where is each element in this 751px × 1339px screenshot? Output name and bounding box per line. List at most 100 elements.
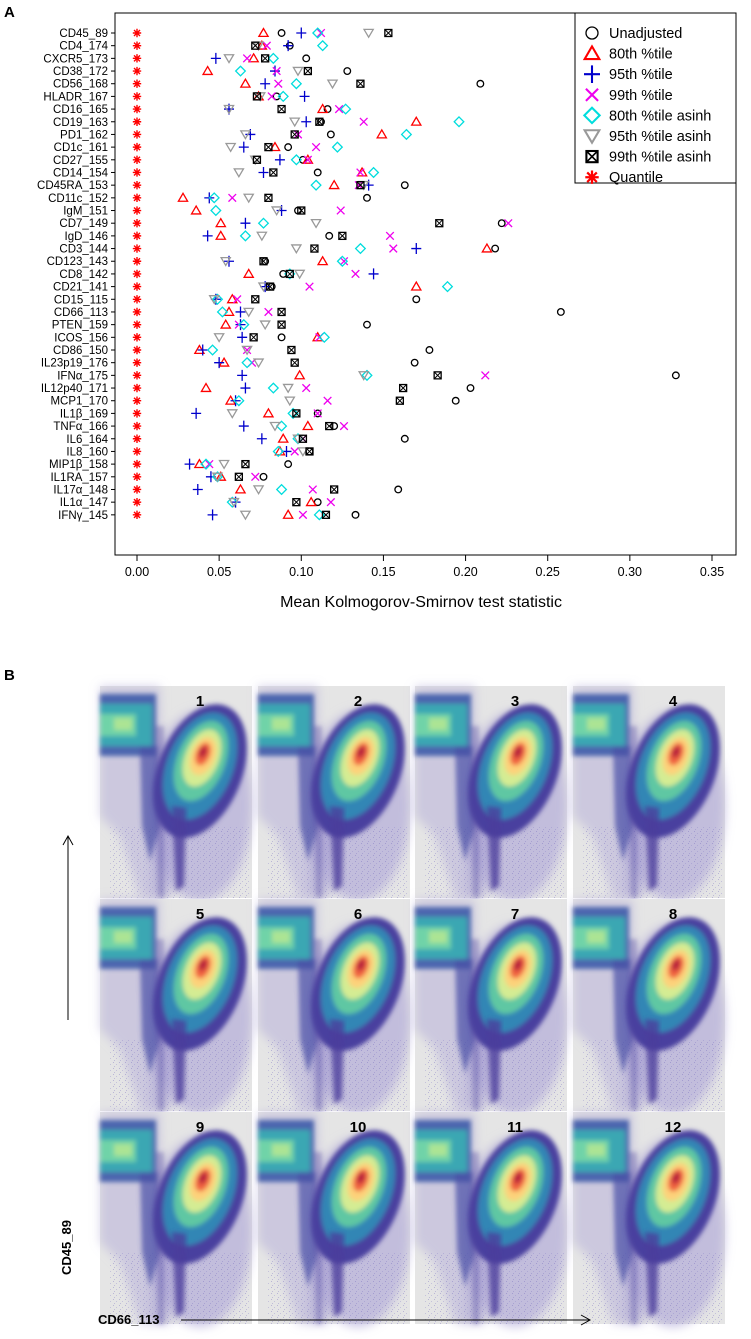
data-point bbox=[215, 217, 227, 228]
density-plot bbox=[258, 899, 423, 1114]
data-point bbox=[256, 231, 268, 242]
data-point bbox=[262, 41, 272, 50]
data-point bbox=[184, 458, 195, 470]
data-point bbox=[132, 269, 142, 279]
data-point bbox=[132, 231, 142, 241]
series-99th-tile bbox=[205, 28, 513, 520]
data-point bbox=[260, 54, 270, 63]
data-point bbox=[191, 407, 202, 419]
data-point bbox=[132, 244, 142, 253]
panel-number: 11 bbox=[507, 1119, 523, 1136]
panel-number: 10 bbox=[350, 1119, 367, 1136]
panel-number: 6 bbox=[354, 906, 362, 923]
data-point bbox=[285, 269, 294, 279]
data-point bbox=[267, 52, 280, 65]
data-point bbox=[132, 168, 142, 177]
data-point bbox=[433, 371, 442, 380]
data-point bbox=[367, 166, 380, 179]
data-point bbox=[239, 230, 252, 242]
legend-label: Quantile bbox=[609, 170, 663, 186]
data-point bbox=[316, 255, 329, 266]
data-point bbox=[234, 65, 247, 77]
y-tick-label: IL23p19_176 bbox=[41, 358, 108, 370]
density-panel: 11 bbox=[415, 1112, 580, 1327]
legend-label: 95th %tile bbox=[609, 67, 673, 83]
data-point bbox=[132, 497, 142, 507]
density-plot bbox=[415, 686, 580, 901]
data-point bbox=[251, 472, 260, 482]
y-tick-label: CD45_89 bbox=[59, 28, 108, 40]
density-panel: 2 bbox=[258, 686, 423, 901]
x-arrow-head bbox=[580, 1314, 592, 1326]
legend-marker bbox=[585, 87, 599, 102]
data-point bbox=[282, 383, 294, 394]
x-tick-label: 0.10 bbox=[289, 565, 313, 579]
data-point bbox=[238, 141, 249, 153]
data-point bbox=[277, 333, 286, 342]
y-tick-label: CD66_113 bbox=[54, 307, 108, 319]
data-point bbox=[339, 421, 349, 431]
data-point bbox=[240, 217, 251, 229]
data-point bbox=[277, 320, 286, 329]
data-point bbox=[257, 217, 270, 229]
data-point bbox=[213, 333, 225, 343]
data-point bbox=[410, 280, 423, 291]
legend-marker bbox=[584, 65, 601, 84]
data-point bbox=[132, 345, 142, 355]
data-point bbox=[132, 371, 142, 380]
plot-frame bbox=[114, 12, 737, 556]
data-point bbox=[269, 168, 278, 177]
data-point bbox=[303, 66, 313, 76]
data-point bbox=[274, 79, 283, 88]
data-point bbox=[132, 282, 142, 291]
panel-number: 8 bbox=[669, 906, 677, 923]
density-plot bbox=[573, 1112, 738, 1327]
data-point bbox=[316, 28, 326, 38]
density-panel: 9 bbox=[100, 1112, 265, 1327]
legend-label: 99th %tile asinh bbox=[609, 150, 711, 166]
data-point bbox=[398, 383, 408, 393]
data-point bbox=[132, 28, 142, 38]
data-point bbox=[132, 104, 142, 114]
legend bbox=[574, 12, 737, 184]
data-point bbox=[497, 219, 506, 228]
data-point bbox=[242, 307, 255, 318]
data-point bbox=[361, 369, 373, 382]
y-tick-label: CD123_143 bbox=[47, 256, 108, 268]
data-point bbox=[238, 420, 249, 432]
density-panel: 7 bbox=[415, 899, 580, 1114]
y-tick-label: CD3_144 bbox=[59, 244, 108, 256]
data-point bbox=[197, 344, 208, 356]
data-point bbox=[326, 130, 335, 139]
data-point bbox=[210, 204, 222, 217]
data-point bbox=[132, 206, 142, 215]
y-tick-label: PTEN_159 bbox=[52, 320, 108, 332]
data-point bbox=[275, 483, 288, 496]
legend-marker bbox=[585, 26, 599, 40]
data-point bbox=[290, 244, 303, 255]
y-tick-label: CD86_150 bbox=[53, 345, 108, 357]
density-plot bbox=[100, 1112, 265, 1327]
data-point bbox=[234, 472, 244, 481]
y-tick-label: CD45RA_153 bbox=[37, 180, 108, 192]
data-point bbox=[277, 432, 289, 443]
data-point bbox=[267, 92, 276, 101]
data-point bbox=[223, 54, 235, 64]
y-tick-label: IL8_160 bbox=[66, 446, 108, 458]
y-tick-label: ICOS_156 bbox=[54, 332, 108, 344]
y-tick-label: CD21_141 bbox=[53, 282, 108, 294]
data-point bbox=[297, 447, 309, 457]
data-point bbox=[202, 230, 213, 242]
data-point bbox=[313, 409, 322, 418]
data-point bbox=[400, 434, 409, 443]
data-point bbox=[257, 282, 270, 293]
data-point bbox=[264, 142, 273, 152]
data-point bbox=[476, 79, 485, 88]
data-point bbox=[293, 269, 306, 280]
data-point bbox=[241, 356, 253, 369]
data-point bbox=[132, 41, 142, 50]
data-point bbox=[351, 510, 360, 519]
y-tick-label: HLADR_167 bbox=[43, 91, 108, 103]
legend-label: 80th %tile bbox=[609, 47, 673, 63]
data-point bbox=[265, 282, 275, 291]
